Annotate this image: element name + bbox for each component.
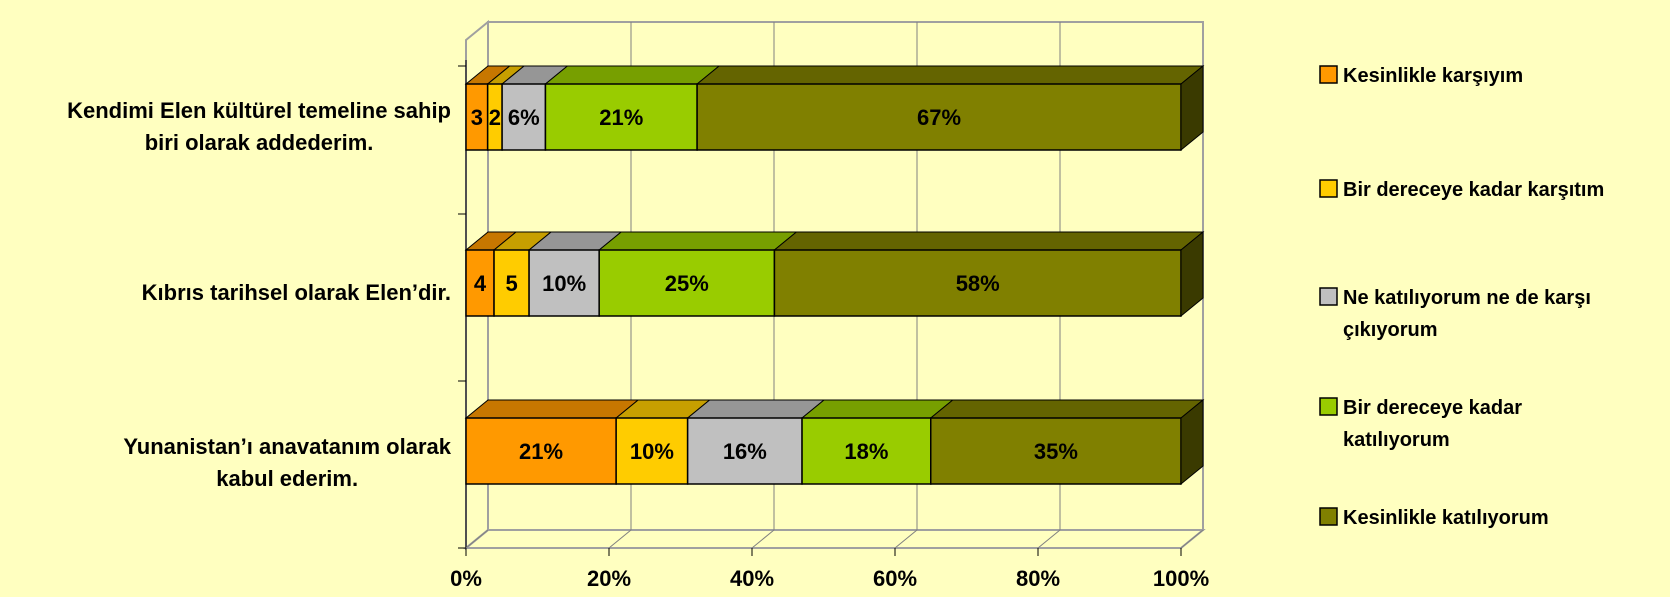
data-label: 35% [1034,439,1078,464]
category-label: kabul ederim. [216,466,358,491]
x-tick-label: 40% [730,566,774,591]
data-label: 18% [844,439,888,464]
bar-end-face [1180,64,1204,152]
bar-top-face [773,231,1205,251]
legend-swatch [1319,65,1338,84]
bar-segment [528,249,600,317]
bar-top-face [544,65,721,85]
x-tick-label: 100% [1153,566,1209,591]
bar-top-face [929,399,1205,419]
data-label: 67% [917,105,961,130]
bar-segment [465,417,617,485]
floor-gridline [894,529,918,549]
legend-label: Kesinlikle karşıyım [1343,65,1523,87]
bar-segment [773,249,1182,317]
x-tick-label: 20% [587,566,631,591]
category-label: Kıbrıs tarihsel olarak Elen’dir. [142,280,451,305]
bar-top-face [464,399,640,419]
bar-segment [598,249,776,317]
legend-swatch [1319,507,1338,526]
legend-label: katılıyorum [1343,429,1450,451]
x-tick-label: 0% [450,566,482,591]
legend: Kesinlikle karşıyım Bir dereceye kadar ka… [1319,65,1604,529]
data-label: 4 [474,271,487,296]
bar-top-face [597,231,798,251]
data-labels: 3 2 6% 21% 67% 4 5 10% 25% 58% 21% 10% 16% 18% 35% [471,105,1078,464]
category-label: Kendimi Elen kültürel temeline sahip [67,98,451,123]
data-label: 16% [723,439,767,464]
bar-segment [615,417,689,485]
data-label: 3 [471,105,483,130]
bar-end-face [1180,230,1204,318]
bar-segment [930,417,1182,485]
data-label: 58% [956,271,1000,296]
bar-segment [501,83,547,151]
data-label: 21% [519,439,563,464]
floor-gridline [465,529,489,549]
legend-label: Ne katılıyorum ne de karşı [1343,287,1591,309]
data-label: 10% [542,271,586,296]
x-axis-tick-labels: 0% 20% 40% 60% 80% 100% [450,566,1209,591]
legend-label: Bir dereceye kadar karşıtım [1343,179,1604,201]
floor-gridline [751,529,775,549]
legend-swatch [1319,287,1338,306]
data-label: 25% [665,271,709,296]
x-tick-label: 80% [1016,566,1060,591]
legend-swatch [1319,179,1338,198]
data-label: 6% [508,105,540,130]
data-label: 2 [489,105,501,130]
bar-segment [801,417,932,485]
bar-segment [696,83,1182,151]
bar-top-face [695,65,1205,85]
legend-label: Bir dereceye kadar [1343,397,1522,419]
bar-top-face [800,399,955,419]
floor-gridline [1037,529,1061,549]
category-labels: Kendimi Elen kültürel temeline sahip biri… [67,98,452,491]
bars [464,64,1205,486]
bar-segment [544,83,698,151]
legend-label: çıkıyorum [1343,319,1437,341]
floor [463,529,1206,549]
data-label: 10% [630,439,674,464]
bar-top-face [686,399,826,419]
legend-swatch [1319,397,1338,416]
category-label: biri olarak addederim. [145,130,374,155]
data-label: 5 [505,271,517,296]
x-tick-label: 60% [873,566,917,591]
data-label: 21% [599,105,643,130]
bar-end-face [1180,398,1204,486]
category-label: Yunanistan’ı anavatanım olarak [123,434,451,459]
floor-gridline [1180,529,1204,549]
bar-segment [465,249,495,317]
floor-gridline [608,529,632,549]
legend-label: Kesinlikle katılıyorum [1343,507,1549,529]
